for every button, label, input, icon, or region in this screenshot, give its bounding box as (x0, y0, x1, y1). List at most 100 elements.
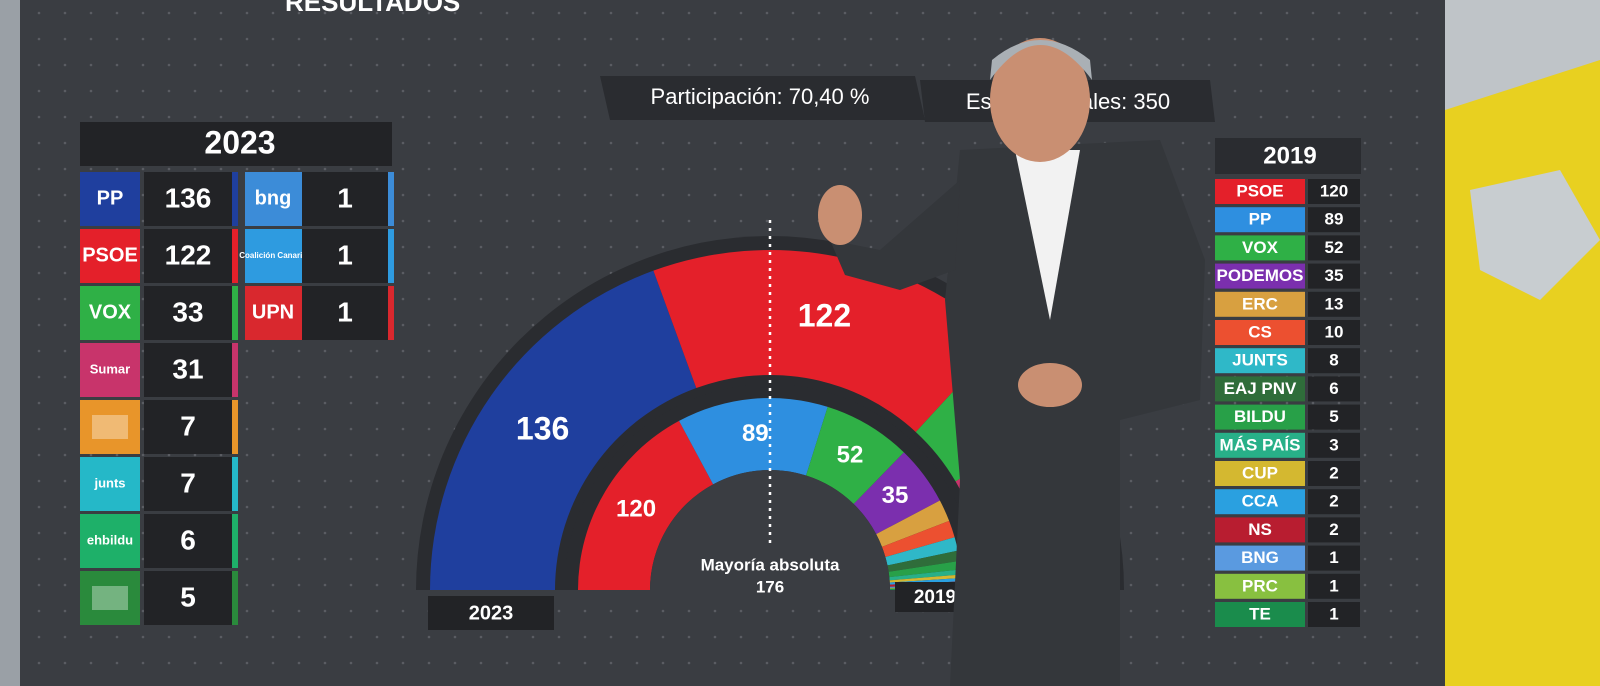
seat-box (144, 514, 232, 568)
color-bar (232, 457, 238, 511)
party-logo-text: Sumar (90, 361, 130, 376)
seat-count: 2 (1329, 520, 1338, 539)
party-name: VOX (1242, 238, 1279, 257)
seat-count: 136 (165, 182, 212, 213)
seat-count: 1 (1329, 576, 1338, 595)
seat-arc (881, 520, 955, 558)
party-name-box (1215, 545, 1305, 571)
party-logo (80, 571, 140, 625)
party-logo-text: junts (93, 475, 125, 490)
party-name-box (1215, 235, 1305, 261)
seat-arc (578, 420, 714, 590)
outer-label-box (428, 596, 554, 630)
party-name: JUNTS (1232, 351, 1288, 370)
party-logo (80, 286, 140, 340)
color-bar (232, 571, 238, 625)
seat-count: 6 (180, 524, 196, 555)
year-2019: 2019 (1263, 142, 1316, 169)
seat-box (1308, 291, 1360, 317)
party-name-box (1215, 404, 1305, 430)
seat-count: 7 (180, 467, 196, 498)
yellow-panel (1445, 0, 1600, 686)
party-name: CCA (1242, 492, 1279, 511)
seat-count: 10 (1325, 322, 1344, 341)
seat-arc (853, 452, 940, 535)
seat-box (1308, 489, 1360, 515)
party-name: PP (1249, 210, 1272, 229)
seat-box (1308, 376, 1360, 402)
party-name-box (1215, 376, 1305, 402)
seat-count: 1 (337, 296, 353, 327)
seat-arc (876, 500, 950, 547)
party-name-box (1215, 432, 1305, 458)
seat-box (1308, 432, 1360, 458)
party-logo (80, 172, 140, 226)
party-logo-text: VOX (89, 301, 132, 323)
title: RESULTADOS (285, 0, 460, 17)
inner-label: 2019 (914, 587, 956, 608)
party-name-box (1215, 573, 1305, 599)
decor (1470, 170, 1600, 300)
majority-label: Mayoría absoluta (701, 555, 840, 574)
seat-box (1308, 602, 1360, 627)
party-name-box (1215, 348, 1305, 374)
seat-box (1308, 545, 1360, 571)
seat-count: 1 (1329, 604, 1338, 623)
seat-count: 5 (1329, 407, 1338, 426)
seat-box (302, 229, 388, 283)
seat-count: 120 (1320, 181, 1348, 200)
seat-box (144, 172, 232, 226)
party-logo-text: PP (97, 187, 124, 209)
party-logo-text: Coalición Canaria (239, 251, 307, 260)
seat-count: 89 (1325, 210, 1344, 229)
color-bar (232, 343, 238, 397)
party-logo (80, 457, 140, 511)
party-logo-shape (92, 586, 128, 610)
seat-box (302, 286, 388, 340)
party-name: TE (1249, 604, 1271, 623)
year-2023: 2023 (204, 124, 275, 160)
party-name: EAJ PNV (1224, 379, 1297, 398)
seat-count: 6 (1329, 379, 1338, 398)
seat-count: 7 (180, 410, 196, 441)
color-bar (388, 172, 394, 226)
seat-box (144, 286, 232, 340)
party-logo-text: ehbildu (87, 532, 133, 547)
seat-count: 35 (1325, 266, 1344, 285)
party-name-box (1215, 489, 1305, 515)
seat-count: 13 (1325, 294, 1344, 313)
party-logo (245, 172, 302, 226)
seat-arc (806, 406, 904, 505)
party-logo (245, 229, 302, 283)
seat-count: 3 (1329, 435, 1338, 454)
seat-count: 1 (337, 239, 353, 270)
party-name-box (1215, 291, 1305, 317)
color-bar (232, 286, 238, 340)
arc-label: 35 (882, 482, 909, 509)
seat-box (302, 172, 388, 226)
color-bar (232, 229, 238, 283)
party-name-box (1215, 517, 1305, 543)
party-name-box (1215, 263, 1305, 289)
decor (1445, 0, 1600, 110)
seat-count: 1 (337, 182, 353, 213)
seat-box (1308, 235, 1360, 261)
party-name-box (1215, 207, 1305, 233)
seat-arc (889, 569, 962, 581)
color-bar (232, 172, 238, 226)
seat-box (144, 457, 232, 511)
seat-box (1308, 573, 1360, 599)
party-logo (80, 229, 140, 283)
party-logo (80, 400, 140, 454)
arc-label: 122 (798, 297, 851, 333)
seat-box (144, 343, 232, 397)
seat-box (1308, 207, 1360, 233)
party-name: MÁS PAÍS (1220, 435, 1301, 454)
party-name: CS (1248, 322, 1272, 341)
seat-box (1308, 179, 1360, 204)
party-logo (80, 514, 140, 568)
party-name: NS (1248, 520, 1272, 539)
party-logo-text: bng (255, 187, 292, 209)
arc-label: 136 (516, 410, 569, 446)
